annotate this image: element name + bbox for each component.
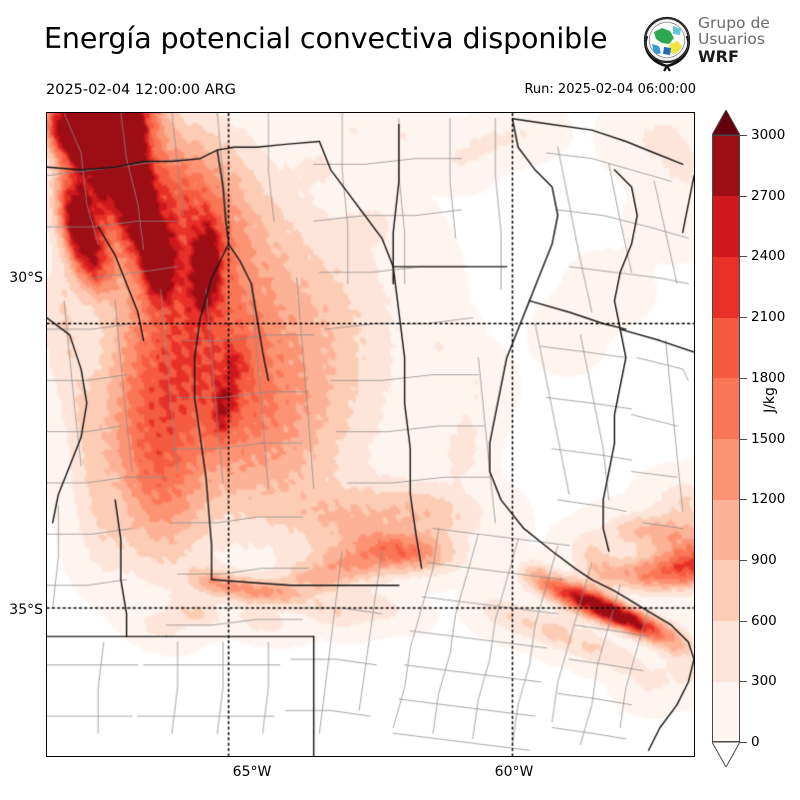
colorbar-tick-label: 1500 bbox=[751, 430, 786, 447]
colorbar-tick-label: 600 bbox=[751, 612, 777, 629]
cape-field-raster bbox=[47, 113, 694, 756]
colorbar-tick bbox=[740, 317, 747, 319]
colorbar-tick bbox=[740, 681, 747, 683]
brand-logo: Grupo de Usuarios WRF bbox=[640, 14, 800, 76]
colorbar-tick-label: 3000 bbox=[751, 127, 786, 143]
colorbar-extend-min-arrow bbox=[712, 742, 740, 767]
colorbar-tick-label: 2400 bbox=[751, 248, 786, 265]
page-title: Energía potencial convectiva disponible bbox=[44, 22, 608, 55]
colorbar-tick bbox=[740, 499, 747, 501]
colorbar: 0 300 600 900 1200 1500 1800 2100 2400 2700 3000 bbox=[706, 110, 800, 770]
lon-tick-label-65w: 65°W bbox=[232, 764, 272, 780]
colorbar-band bbox=[712, 681, 740, 743]
brand-line-3: WRF bbox=[698, 46, 739, 66]
colorbar-band bbox=[712, 135, 740, 197]
colorbar-band bbox=[712, 499, 740, 561]
brand-logo-text: Grupo de Usuarios WRF bbox=[698, 14, 770, 66]
map-plot-area[interactable] bbox=[46, 112, 695, 757]
colorbar-tick-label: 1800 bbox=[751, 369, 786, 386]
colorbar-tick bbox=[740, 135, 747, 136]
colorbar-band bbox=[712, 195, 740, 257]
colorbar-tick bbox=[740, 620, 747, 622]
colorbar-band bbox=[712, 256, 740, 318]
colorbar-band bbox=[712, 438, 740, 500]
brand-line-2: Usuarios bbox=[698, 29, 765, 48]
colorbar-extend-max-arrow bbox=[712, 110, 740, 135]
colorbar-tick-label: 300 bbox=[751, 673, 777, 690]
colorbar-tick bbox=[740, 438, 747, 440]
colorbar-tick bbox=[740, 256, 747, 258]
colorbar-gradient bbox=[712, 135, 740, 743]
colorbar-tick bbox=[740, 377, 747, 379]
colorbar-band bbox=[712, 559, 740, 622]
colorbar-tick-label: 900 bbox=[751, 551, 777, 568]
valid-time-label: 2025-02-04 12:00:00 ARG bbox=[46, 82, 236, 98]
header: Energía potencial convectiva disponible … bbox=[0, 0, 800, 108]
colorbar-band bbox=[712, 620, 740, 682]
colorbar-tick-label: 1200 bbox=[751, 491, 786, 508]
lon-tick-label-60w: 60°W bbox=[494, 764, 534, 780]
colorbar-tick-label: 2100 bbox=[751, 309, 786, 326]
colorbar-tick-label: 2700 bbox=[751, 187, 786, 204]
lat-tick-label-30s: 30°S bbox=[9, 270, 43, 286]
model-run-label: Run: 2025-02-04 06:00:00 bbox=[524, 82, 696, 97]
colorbar-tick-label: 0 bbox=[751, 734, 760, 750]
colorbar-band bbox=[712, 377, 740, 439]
colorbar-band bbox=[712, 317, 740, 379]
brand-line-1: Grupo de bbox=[698, 14, 770, 32]
colorbar-units-label: J/kg bbox=[762, 387, 778, 413]
colorbar-tick bbox=[740, 195, 747, 197]
colorbar-tick bbox=[740, 742, 747, 743]
colorbar-tick bbox=[740, 559, 747, 561]
lat-tick-label-35s: 35°S bbox=[9, 602, 43, 618]
wrf-globe-emblem-icon bbox=[643, 16, 691, 72]
